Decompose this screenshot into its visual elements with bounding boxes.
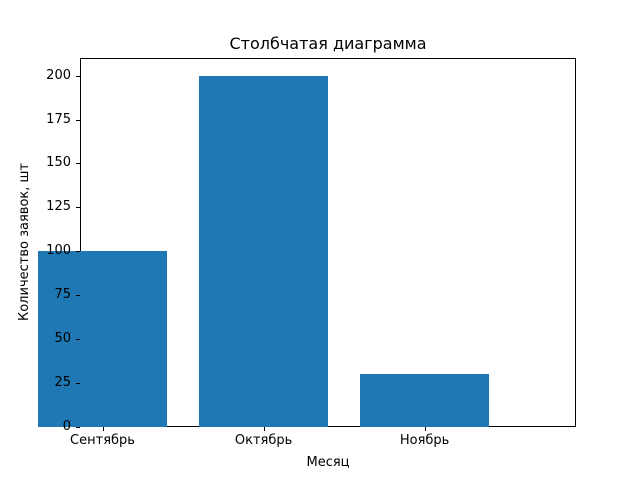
bar-сентябрь: [38, 251, 167, 427]
y-tick-label: 100: [46, 243, 71, 259]
x-tick-label: Октябрь: [234, 433, 293, 448]
y-tick-mark: [76, 427, 80, 428]
y-tick-label: 75: [54, 287, 71, 303]
y-tick-mark: [76, 251, 80, 252]
x-axis-label: Месяц: [306, 455, 350, 470]
bar-ноябрь: [360, 374, 489, 427]
x-tick-label: Ноябрь: [399, 433, 450, 448]
y-tick-mark: [76, 207, 80, 208]
x-tick-label: Сентябрь: [70, 433, 135, 448]
y-tick-label: 175: [46, 111, 71, 127]
bar-октябрь: [199, 75, 328, 427]
y-tick-label: 150: [46, 155, 71, 171]
x-tick-mark: [425, 427, 426, 431]
y-tick-mark: [76, 120, 80, 121]
chart-title: Столбчатая диаграмма: [229, 34, 427, 53]
x-tick-mark: [103, 427, 104, 431]
y-tick-mark: [76, 163, 80, 164]
y-tick-label: 125: [46, 199, 71, 215]
y-tick-mark: [76, 339, 80, 340]
y-tick-mark: [76, 295, 80, 296]
y-tick-label: 200: [46, 67, 71, 83]
x-tick-mark: [264, 427, 265, 431]
y-tick-label: 0: [62, 419, 71, 434]
y-tick-label: 25: [54, 375, 71, 391]
y-tick-mark: [76, 76, 80, 77]
y-tick-label: 50: [54, 331, 71, 347]
y-tick-mark: [76, 383, 80, 384]
